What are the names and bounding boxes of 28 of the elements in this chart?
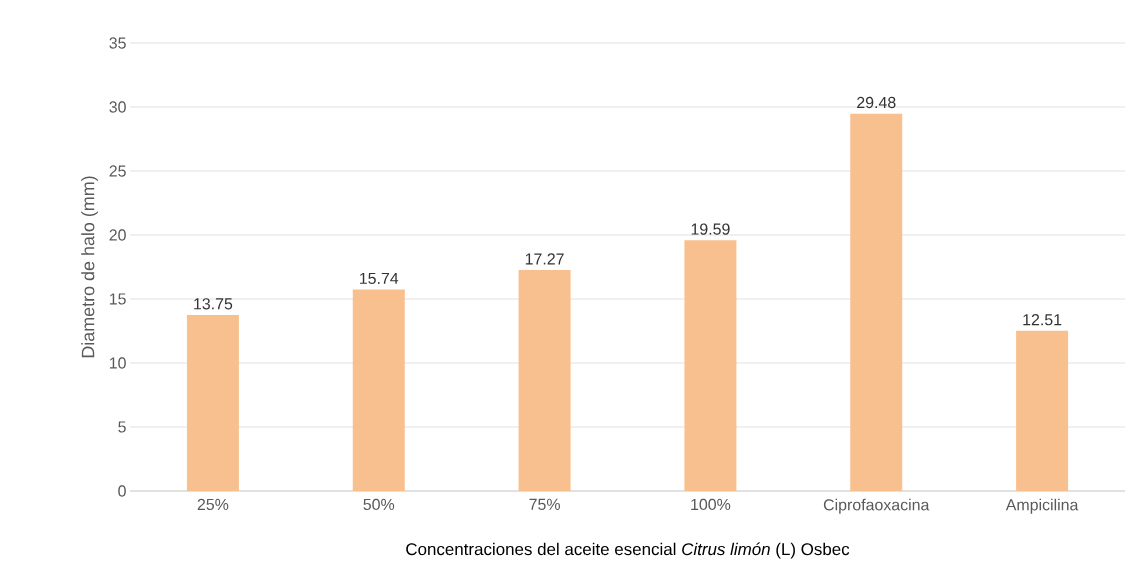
y-tick-label: 0: [118, 485, 126, 497]
y-tick-label: 25: [109, 165, 126, 177]
y-tick-label: 5: [118, 421, 126, 433]
y-tick-label: 30: [109, 101, 126, 113]
x-tick-label: 100%: [691, 498, 731, 511]
x-tick-label: 50%: [363, 498, 395, 511]
bar: [186, 315, 239, 491]
bar: [518, 269, 571, 491]
bar: [850, 113, 903, 491]
bar: [684, 240, 737, 491]
y-tick-label: 35: [109, 37, 126, 49]
x-tick-label: 25%: [197, 498, 229, 511]
x-tick-label: 75%: [529, 498, 560, 510]
data-label: 19.59: [691, 223, 730, 235]
y-tick-label: 10: [109, 357, 126, 369]
data-label: 13.75: [194, 298, 233, 310]
x-axis-title: Concentraciones del aceite esencial Citrus limón (L) Osbec: [406, 542, 850, 559]
bar: [352, 289, 405, 491]
y-tick-label: 20: [109, 229, 126, 241]
data-label: 29.48: [857, 96, 896, 109]
y-tick-label: 15: [109, 293, 126, 305]
x-tick-label: Ampicilina: [1005, 498, 1079, 514]
y-axis-title: Diametro de halo (mm): [81, 176, 98, 358]
x-tick-label: Ciprofaoxacina: [823, 498, 930, 514]
data-label: 12.51: [1023, 314, 1062, 326]
bar: [1016, 330, 1069, 491]
data-label: 17.27: [525, 253, 564, 265]
data-label: 15.74: [360, 272, 399, 285]
